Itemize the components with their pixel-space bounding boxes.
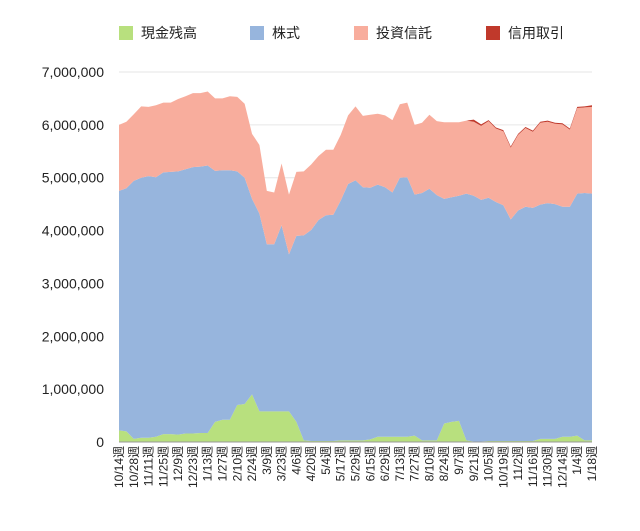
- x-tick-label: 11/11週: [142, 446, 156, 486]
- x-tick-label: 12/23週: [186, 446, 200, 488]
- x-tick-label: 10/19週: [496, 446, 510, 488]
- x-tick-label: 5/29週: [349, 446, 363, 481]
- x-tick-label: 7/27週: [408, 446, 422, 481]
- x-tick-label: 1/27週: [215, 446, 229, 481]
- legend-label-stocks: 株式: [272, 25, 300, 41]
- x-tick-label: 1/4週: [570, 446, 584, 475]
- x-tick-label: 2/24週: [245, 446, 259, 481]
- y-tick-label: 5,000,000: [42, 170, 104, 186]
- x-tick-label: 5/17週: [334, 446, 348, 481]
- legend-label-margin: 信用取引: [508, 25, 564, 41]
- y-tick-label: 6,000,000: [42, 117, 104, 133]
- x-tick-label: 8/10週: [422, 446, 436, 481]
- x-tick-label: 10/14週: [112, 446, 126, 488]
- x-tick-label: 6/15週: [363, 446, 377, 481]
- x-tick-label: 2/10週: [230, 446, 244, 481]
- x-tick-label: 10/28週: [127, 446, 141, 488]
- y-axis: 0 1,000,000 2,000,000 3,000,000 4,000,000 5,0…: [42, 64, 105, 450]
- y-tick-label: 7,000,000: [42, 64, 104, 80]
- x-tick-label: 6/29週: [378, 446, 392, 481]
- x-tick-label: 1/18週: [585, 446, 599, 481]
- x-tick-label: 7/13週: [393, 446, 407, 481]
- x-tick-label: 11/2週: [511, 446, 525, 480]
- x-tick-label: 9/21週: [467, 446, 481, 481]
- area-series-funds: [119, 91, 592, 255]
- y-tick-label: 2,000,000: [42, 328, 104, 344]
- x-tick-label: 1/13週: [201, 446, 215, 481]
- y-tick-label: 1,000,000: [42, 381, 104, 397]
- legend-swatch-margin: [486, 26, 500, 40]
- legend-label-cash: 現金残高: [141, 25, 197, 41]
- y-tick-label: 4,000,000: [42, 223, 104, 239]
- x-tick-label: 5/4週: [319, 446, 333, 475]
- x-tick-label: 4/6週: [289, 446, 303, 475]
- area-series-stocks: [119, 165, 592, 442]
- x-tick-label: 10/5週: [482, 446, 496, 481]
- legend-swatch-cash: [119, 26, 133, 40]
- x-tick-label: 11/25週: [156, 446, 170, 487]
- x-tick-label: 3/9週: [260, 446, 274, 475]
- x-tick-label: 12/9週: [171, 446, 185, 481]
- y-tick-label: 0: [96, 434, 104, 450]
- legend-swatch-stocks: [250, 26, 264, 40]
- area-series-cash: [119, 394, 592, 442]
- x-tick-label: 4/20週: [304, 446, 318, 481]
- x-tick-label: 3/23週: [275, 446, 289, 481]
- legend-label-funds: 投資信託: [376, 25, 432, 41]
- x-tick-label: 11/30週: [541, 446, 555, 487]
- y-tick-label: 3,000,000: [42, 275, 104, 291]
- area-series: [119, 91, 592, 442]
- x-tick-label: 9/7週: [452, 446, 466, 475]
- x-axis: 10/14週 10/28週 11/11週 11/25週 12/9週 12/23週 1/13週…: [112, 441, 599, 488]
- x-tick-label: 11/16週: [526, 446, 540, 487]
- x-tick-label: 12/14週: [555, 446, 569, 488]
- legend-swatch-funds: [354, 26, 368, 40]
- x-tick-label: 8/24週: [437, 446, 451, 481]
